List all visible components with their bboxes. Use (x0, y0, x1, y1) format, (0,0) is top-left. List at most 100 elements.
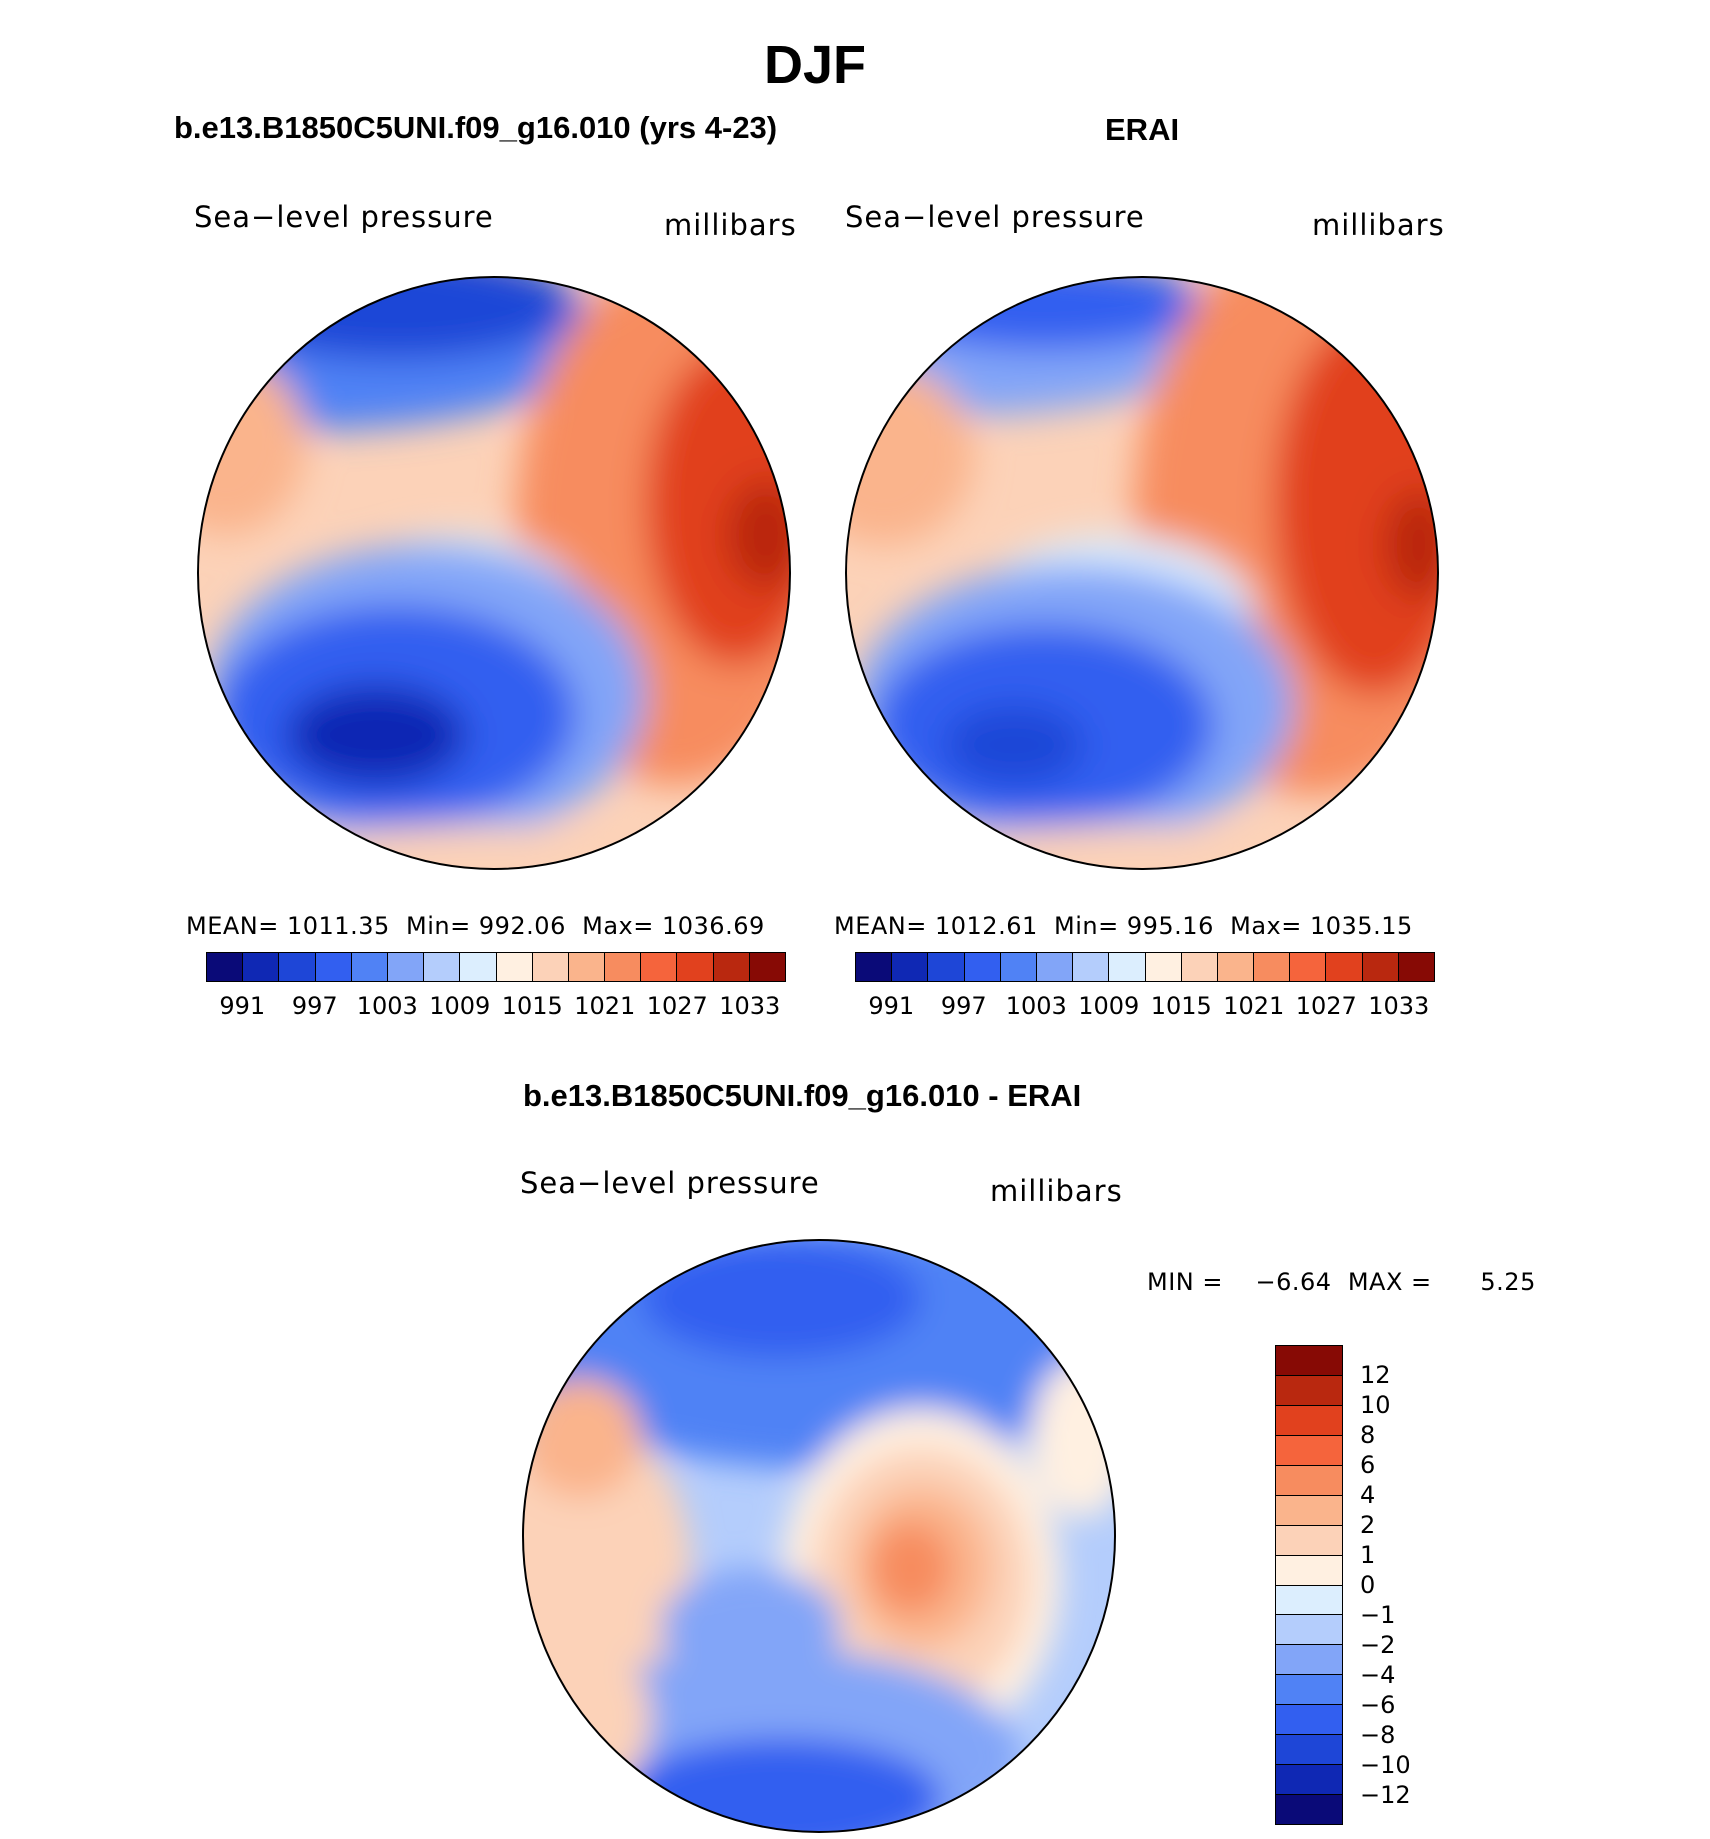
colorbar-box (207, 953, 244, 981)
panel1-colorbar (206, 952, 786, 982)
diff-units-label: millibars (990, 1174, 1123, 1208)
colorbar-box (1217, 953, 1255, 981)
colorbar-tick-label: 997 (291, 992, 338, 1020)
colorbar-box (1290, 953, 1327, 981)
min-label: Min= (1054, 912, 1119, 940)
colorbar-box (1276, 1675, 1342, 1706)
colorbar-box (1276, 1555, 1342, 1586)
colorbar-tick-label: −6 (1360, 1691, 1396, 1719)
panel1-units-label: millibars (664, 208, 797, 242)
colorbar-box (424, 953, 461, 981)
colorbar-tick-label: 2 (1360, 1511, 1376, 1539)
panel1-title: b.e13.B1850C5UNI.f09_g16.010 (yrs 4-23) (174, 110, 778, 145)
diff-variable-label: Sea−level pressure (520, 1166, 820, 1200)
min-label: Min= (406, 912, 471, 940)
diff-title: b.e13.B1850C5UNI.f09_g16.010 - ERAI (523, 1078, 1082, 1113)
max-label: Max= (1230, 912, 1302, 940)
colorbar-tick-label: 8 (1360, 1421, 1376, 1449)
colorbar-box (1276, 1346, 1342, 1376)
colorbar-tick-label: 1027 (1295, 992, 1357, 1020)
colorbar-box (351, 953, 388, 981)
colorbar-box (315, 953, 352, 981)
colorbar-box (1276, 1405, 1342, 1436)
colorbar-tick-label: −1 (1360, 1601, 1396, 1629)
colorbar-tick-label: 10 (1360, 1391, 1391, 1419)
max-value: 1036.69 (661, 912, 765, 940)
colorbar-box (964, 953, 1001, 981)
colorbar-box (1109, 953, 1146, 981)
colorbar-box (1276, 1645, 1342, 1676)
panel2-map (845, 276, 1439, 870)
diff-minmax: MIN = −6.64 MAX = 5.25 (1147, 1268, 1536, 1296)
min-value: −6.64 (1255, 1268, 1332, 1296)
panel2-colorbar-ticks: 991 997 1003 1009 1015 1021 1027 1033 (855, 992, 1435, 1022)
page-title: DJF (763, 35, 866, 95)
colorbar-tick-label: 997 (940, 992, 987, 1020)
panel1-map (197, 276, 791, 870)
colorbar-box (1276, 1615, 1342, 1646)
colorbar-tick-label: 1003 (1005, 992, 1067, 1020)
diff-colorbar (1275, 1345, 1343, 1825)
colorbar-tick-label: −10 (1360, 1751, 1411, 1779)
colorbar-box (1398, 953, 1434, 981)
colorbar-tick-label: −2 (1360, 1631, 1396, 1659)
panel2-stats: MEAN= 1012.61 Min= 995.16 Max= 1035.15 (834, 912, 1413, 940)
max-value: 5.25 (1480, 1268, 1536, 1296)
colorbar-tick-label: 991 (219, 992, 266, 1020)
colorbar-box (1362, 953, 1399, 981)
colorbar-box (749, 953, 785, 981)
diff-map (522, 1239, 1116, 1833)
panel1-stats: MEAN= 1011.35 Min= 992.06 Max= 1036.69 (186, 912, 765, 940)
colorbar-box (279, 953, 316, 981)
colorbar-box (1254, 953, 1291, 981)
mean-value: 1012.61 (935, 912, 1038, 940)
mean-label: MEAN= (834, 912, 927, 940)
mean-value: 1011.35 (287, 912, 390, 940)
colorbar-box (496, 953, 533, 981)
panel2-units-label: millibars (1312, 208, 1445, 242)
colorbar-box (892, 953, 929, 981)
colorbar-box (1276, 1465, 1342, 1496)
panel2-title: ERAI (1105, 112, 1180, 147)
colorbar-tick-label: 1027 (646, 992, 708, 1020)
colorbar-box (532, 953, 569, 981)
colorbar-tick-label: 1021 (574, 992, 636, 1020)
colorbar-box (1276, 1375, 1342, 1406)
colorbar-box (387, 953, 425, 981)
colorbar-tick-label: −4 (1360, 1661, 1396, 1689)
colorbar-box (856, 953, 893, 981)
colorbar-tick-label: 1003 (356, 992, 418, 1020)
colorbar-tick-label: −8 (1360, 1721, 1396, 1749)
colorbar-tick-label: −12 (1360, 1781, 1411, 1809)
colorbar-box (928, 953, 965, 981)
colorbar-tick-label: 991 (868, 992, 915, 1020)
panel1-colorbar-ticks: 991 997 1003 1009 1015 1021 1027 1033 (206, 992, 786, 1022)
min-label: MIN = (1147, 1268, 1223, 1296)
colorbar-tick-label: 1 (1360, 1541, 1376, 1569)
colorbar-tick-label: 1009 (1078, 992, 1140, 1020)
colorbar-box (1326, 953, 1363, 981)
colorbar-box (1000, 953, 1037, 981)
panel1-variable-label: Sea−level pressure (194, 200, 494, 234)
colorbar-box (1073, 953, 1110, 981)
colorbar-box (243, 953, 280, 981)
colorbar-tick-label: 6 (1360, 1451, 1376, 1479)
max-label: MAX = (1347, 1268, 1432, 1296)
colorbar-box (1276, 1525, 1342, 1556)
colorbar-tick-label: 1033 (719, 992, 781, 1020)
colorbar-box (568, 953, 606, 981)
colorbar-tick-label: 1009 (429, 992, 491, 1020)
colorbar-box (1145, 953, 1182, 981)
colorbar-tick-label: 1021 (1223, 992, 1285, 1020)
colorbar-box (1276, 1765, 1342, 1796)
mean-label: MEAN= (186, 912, 279, 940)
colorbar-tick-label: 4 (1360, 1481, 1376, 1509)
colorbar-box (1276, 1585, 1342, 1616)
colorbar-box (605, 953, 642, 981)
colorbar-box (1276, 1435, 1342, 1466)
colorbar-box (1181, 953, 1218, 981)
colorbar-tick-label: 1033 (1368, 992, 1430, 1020)
colorbar-tick-label: 0 (1360, 1571, 1376, 1599)
colorbar-box (713, 953, 750, 981)
colorbar-box (1276, 1705, 1342, 1736)
